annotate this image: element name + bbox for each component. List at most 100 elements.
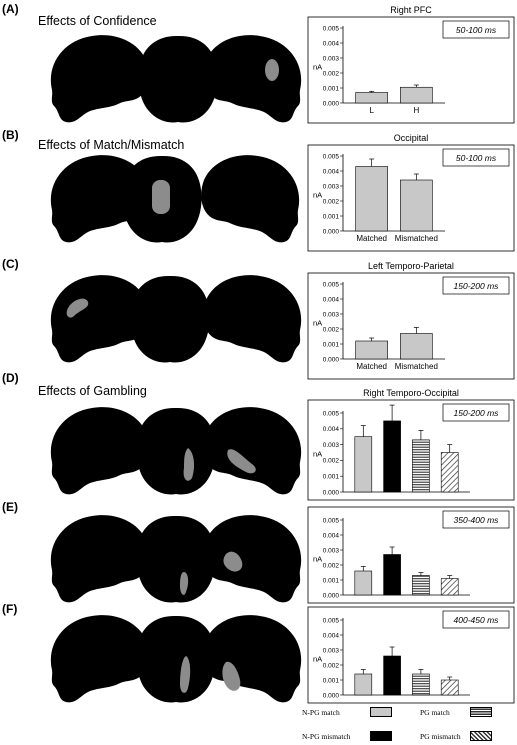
chart-frame <box>307 399 515 501</box>
time-window-label: 350-400 ms <box>454 515 500 525</box>
brain-right-view-a <box>203 35 302 123</box>
bar <box>383 420 401 493</box>
bar <box>355 166 388 232</box>
y-tick-label: 0.002 <box>323 70 340 77</box>
time-window-label: 50-100 ms <box>456 25 497 35</box>
panel-title-d: Effects of Gambling <box>38 384 147 398</box>
time-window-label: 50-100 ms <box>456 153 497 163</box>
panel-label-d: (D) <box>2 371 19 385</box>
chart-frame <box>307 16 515 124</box>
legend-label-npg-match: N-PG match <box>302 708 340 717</box>
panel-label-b: (B) <box>2 128 19 142</box>
y-tick-label: 0.003 <box>323 183 340 190</box>
x-tick-label: H <box>413 106 419 115</box>
chart-title: Occipital <box>394 133 429 143</box>
legend-label-pg-mismatch: PG mismatch <box>420 732 461 741</box>
y-tick-label: 0.002 <box>323 458 340 465</box>
brain-back-view-b <box>122 156 202 243</box>
y-tick-label: 0.004 <box>323 296 340 303</box>
x-tick-label: Matched <box>356 234 387 243</box>
y-tick-label: 0.002 <box>323 326 340 333</box>
chart-frame <box>307 506 515 604</box>
chart-frame <box>307 272 515 380</box>
y-tick-label: 0.003 <box>323 647 340 654</box>
bar <box>412 575 430 596</box>
y-axis-label: nA <box>313 62 322 71</box>
brain-right-view-f <box>203 615 302 703</box>
legend-label-pg-match: PG match <box>420 708 450 717</box>
chart-legend: N-PG match PG match N-PG mismatch PG mis… <box>292 705 517 745</box>
y-tick-label: 0.001 <box>323 474 340 481</box>
bar <box>383 655 401 696</box>
panel-label-e: (E) <box>2 500 18 514</box>
y-tick-label: 0.000 <box>323 100 340 107</box>
chart-title: Left Temporo-Parietal <box>368 261 454 271</box>
y-tick-label: 0.003 <box>323 547 340 554</box>
bar <box>355 340 388 360</box>
y-tick-label: 0.000 <box>323 489 340 496</box>
legend-swatch-pg-mismatch <box>470 731 492 741</box>
y-tick-label: 0.005 <box>323 517 340 524</box>
brain-back-view-d <box>136 408 216 495</box>
bar <box>440 452 459 493</box>
x-tick-label: Mismatched <box>395 362 438 371</box>
y-tick-label: 0.002 <box>323 198 340 205</box>
brain-left-view-c <box>50 275 149 363</box>
y-tick-label: 0.005 <box>323 25 340 32</box>
y-tick-label: 0.004 <box>323 168 340 175</box>
panel-label-f: (F) <box>2 602 18 616</box>
y-tick-label: 0.005 <box>323 281 340 288</box>
panel-label-a: (A) <box>2 2 19 16</box>
bar <box>354 673 373 696</box>
y-tick-label: 0.004 <box>323 532 340 539</box>
time-window-label: 400-450 ms <box>454 615 500 625</box>
bar <box>355 92 388 104</box>
x-tick-label: Matched <box>356 362 387 371</box>
brain-right-view-b <box>201 155 300 243</box>
panel-title-b: Effects of Match/Mismatch <box>38 138 185 152</box>
time-window-label: 150-200 ms <box>454 408 500 418</box>
y-tick-label: 0.003 <box>323 442 340 449</box>
time-window-box <box>442 403 510 422</box>
y-tick-label: 0.004 <box>323 632 340 639</box>
y-tick-label: 0.000 <box>323 692 340 699</box>
bar <box>400 179 433 232</box>
time-window-box <box>442 20 510 39</box>
y-tick-label: 0.002 <box>323 662 340 669</box>
chart-title: Right Temporo-Occipital <box>363 388 459 398</box>
y-tick-label: 0.001 <box>323 85 340 92</box>
x-tick-label: L <box>369 106 374 115</box>
panel-label-c: (C) <box>2 257 19 271</box>
brain-right-view-e <box>203 515 302 603</box>
bar-chart-c: Left Temporo-Parietal 0.000 0.001 0.002 0.00… <box>307 261 515 380</box>
y-tick-label: 0.003 <box>323 55 340 62</box>
bar <box>383 554 401 596</box>
y-tick-label: 0.002 <box>323 562 340 569</box>
bar <box>412 439 430 493</box>
chart-title: Right PFC <box>390 5 432 15</box>
brain-right-view-d <box>203 407 302 495</box>
bar <box>412 673 430 696</box>
y-tick-label: 0.001 <box>323 341 340 348</box>
time-window-box <box>442 610 510 629</box>
y-axis-label: nA <box>313 554 322 563</box>
bar-chart-f: 0.000 0.001 0.002 0.003 0.004 0.005 nA 400-450 … <box>307 606 515 704</box>
bar <box>354 570 373 596</box>
chart-frame <box>307 606 515 704</box>
chart-frame <box>307 144 515 252</box>
time-window-box <box>442 510 510 529</box>
time-window-label: 150-200 ms <box>454 281 500 291</box>
bar <box>440 578 459 596</box>
y-tick-label: 0.005 <box>323 153 340 160</box>
y-tick-label: 0.004 <box>323 40 340 47</box>
bar-chart-e: 0.000 0.001 0.002 0.003 0.004 0.005 nA 350-400 … <box>307 506 515 604</box>
y-axis-label: nA <box>313 318 322 327</box>
legend-swatch-npg-mismatch <box>370 731 392 741</box>
bar-chart-b: Occipital 0.000 0.001 0.002 0.003 0.004 0.005 n… <box>307 133 515 252</box>
y-tick-label: 0.004 <box>323 426 340 433</box>
brain-back-view-f <box>136 616 216 703</box>
y-tick-label: 0.001 <box>323 677 340 684</box>
legend-swatch-npg-match <box>370 707 392 717</box>
y-tick-label: 0.005 <box>323 410 340 417</box>
legend-label-npg-mismatch: N-PG mismatch <box>302 732 351 741</box>
